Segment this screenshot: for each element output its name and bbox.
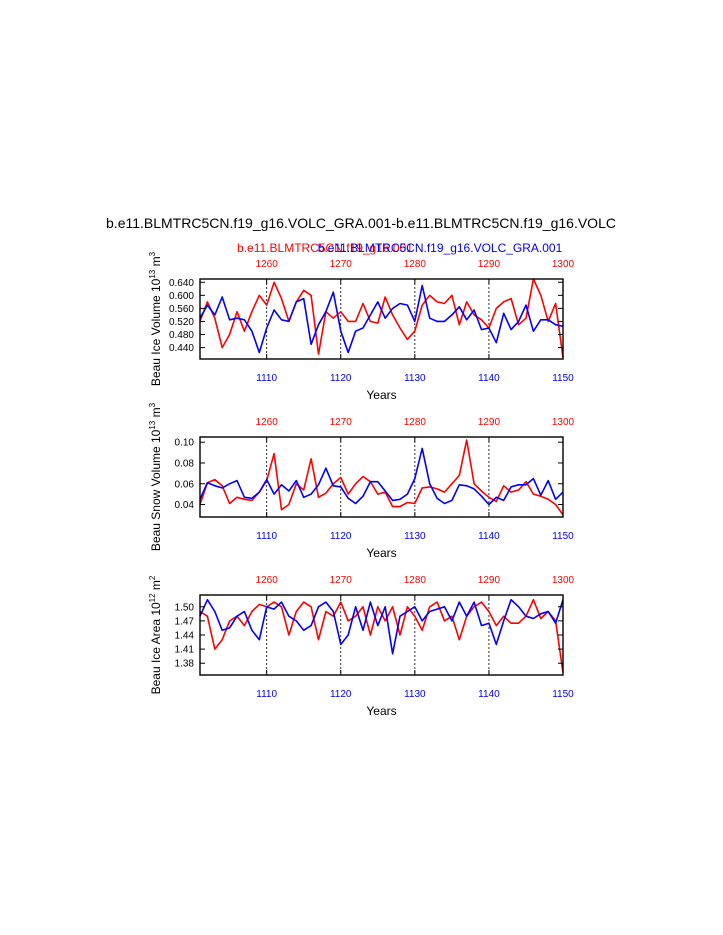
- y-axis-label-part: m: [149, 256, 163, 269]
- panel-3: 1.38 1.41 1.44 1.47 1.50 1110 1120 1130 1140 1150…: [148, 575, 575, 718]
- y-axis-label-part: Beau Ice Volume 10: [149, 278, 163, 386]
- y-tick-label: 1.44: [175, 631, 195, 642]
- y-tick-label: 0.600: [169, 291, 194, 302]
- x-bottom-tick-label: 1140: [478, 689, 500, 700]
- y-tick-label: 0.04: [175, 500, 195, 511]
- y-tick-label: 0.440: [169, 343, 194, 354]
- x-top-tick-label: 1260: [256, 575, 279, 586]
- series-line-blue: [199, 284, 564, 354]
- y-tick-label: 0.520: [169, 317, 194, 328]
- y-axis-label-part: 3: [148, 251, 157, 256]
- y-axis-label-part: m: [149, 407, 163, 420]
- x-top-tick-label: 1270: [330, 417, 353, 428]
- x-bottom-tick-label: 1110: [256, 373, 277, 384]
- x-axis-label: Years: [366, 388, 396, 402]
- y-axis-label: Beau Ice Area 1012 m2: [148, 575, 163, 694]
- x-top-tick-label: 1260: [256, 259, 279, 270]
- y-tick-label: 1.41: [175, 645, 195, 656]
- x-top-tick-label: 1300: [552, 417, 575, 428]
- y-tick-label: 1.38: [175, 659, 195, 670]
- y-axis-label: Beau Snow Volume 1013 m3: [148, 402, 163, 551]
- x-top-tick-label: 1270: [330, 259, 353, 270]
- panels: 0.440 0.480 0.520 0.560 0.600 0.640 1110 1120 11…: [148, 251, 575, 718]
- series-line-red: [199, 598, 564, 673]
- x-bottom-tick-label: 1130: [404, 531, 426, 542]
- x-bottom-tick-label: 1120: [330, 373, 352, 384]
- y-axis-label-part: 12: [148, 593, 157, 602]
- x-top-tick-label: 1290: [478, 259, 501, 270]
- panel-1: 0.440 0.480 0.520 0.560 0.600 0.640 1110 1120 11…: [148, 251, 575, 402]
- legend-blue-run: b.e11.BLMTRC5CN.f19_g16.VOLC_GRA.001: [318, 241, 563, 255]
- x-bottom-tick-label: 1140: [478, 531, 500, 542]
- series-line-blue: [199, 598, 564, 655]
- y-axis-label-part: Beau Snow Volume 10: [149, 429, 163, 551]
- x-axis-label: Years: [366, 704, 396, 718]
- series-line-blue: [199, 447, 564, 506]
- x-bottom-tick-label: 1120: [330, 531, 352, 542]
- plot-frame: [199, 278, 564, 360]
- x-top-tick-label: 1280: [404, 259, 427, 270]
- y-tick-label: 1.47: [175, 616, 195, 627]
- x-top-tick-label: 1300: [552, 259, 575, 270]
- x-top-tick-label: 1290: [478, 575, 501, 586]
- y-tick-label: 0.08: [175, 458, 195, 469]
- figure-title: b.e11.BLMTRC5CN.f19_g16.VOLC_GRA.001-b.e…: [106, 215, 616, 231]
- legend-red-run: b.e11.BLMTRC5CN.f19_g16.001: [237, 241, 413, 255]
- x-bottom-tick-label: 1150: [552, 689, 574, 700]
- y-tick-label: 0.06: [175, 479, 195, 490]
- y-tick-label: 1.50: [175, 602, 195, 613]
- y-axis-label-part: 2: [148, 575, 157, 580]
- series-line-red: [199, 278, 564, 358]
- x-top-tick-label: 1270: [330, 575, 353, 586]
- y-axis-label-part: m: [149, 580, 163, 593]
- x-top-tick-label: 1260: [256, 417, 279, 428]
- x-top-tick-label: 1280: [404, 575, 427, 586]
- x-axis-label: Years: [366, 546, 396, 560]
- x-bottom-tick-label: 1130: [404, 373, 426, 384]
- y-axis-label: Beau Ice Volume 1013 m3: [148, 251, 163, 386]
- y-axis-label-part: Beau Ice Area 10: [149, 602, 163, 694]
- x-bottom-tick-label: 1150: [552, 373, 574, 384]
- x-bottom-tick-label: 1120: [330, 689, 352, 700]
- y-tick-label: 0.640: [169, 278, 194, 289]
- series-line-red: [199, 439, 564, 516]
- y-axis-label-part: 13: [148, 420, 157, 429]
- x-bottom-tick-label: 1110: [256, 531, 277, 542]
- x-bottom-tick-label: 1140: [478, 373, 500, 384]
- x-top-tick-label: 1280: [404, 417, 427, 428]
- y-axis-label-part: 13: [148, 269, 157, 278]
- panel-2: 0.04 0.06 0.08 0.10 1110 1120 1130 1140 1150 1260…: [148, 402, 575, 560]
- x-bottom-tick-label: 1130: [404, 689, 426, 700]
- y-axis-label-part: 3: [148, 402, 157, 407]
- x-bottom-tick-label: 1110: [256, 689, 277, 700]
- x-top-tick-label: 1300: [552, 575, 575, 586]
- x-top-tick-label: 1290: [478, 417, 501, 428]
- y-tick-label: 0.10: [175, 438, 195, 449]
- y-tick-label: 0.480: [169, 330, 194, 341]
- y-tick-label: 0.560: [169, 304, 194, 315]
- plot-frame: [199, 436, 564, 518]
- x-bottom-tick-label: 1150: [552, 531, 574, 542]
